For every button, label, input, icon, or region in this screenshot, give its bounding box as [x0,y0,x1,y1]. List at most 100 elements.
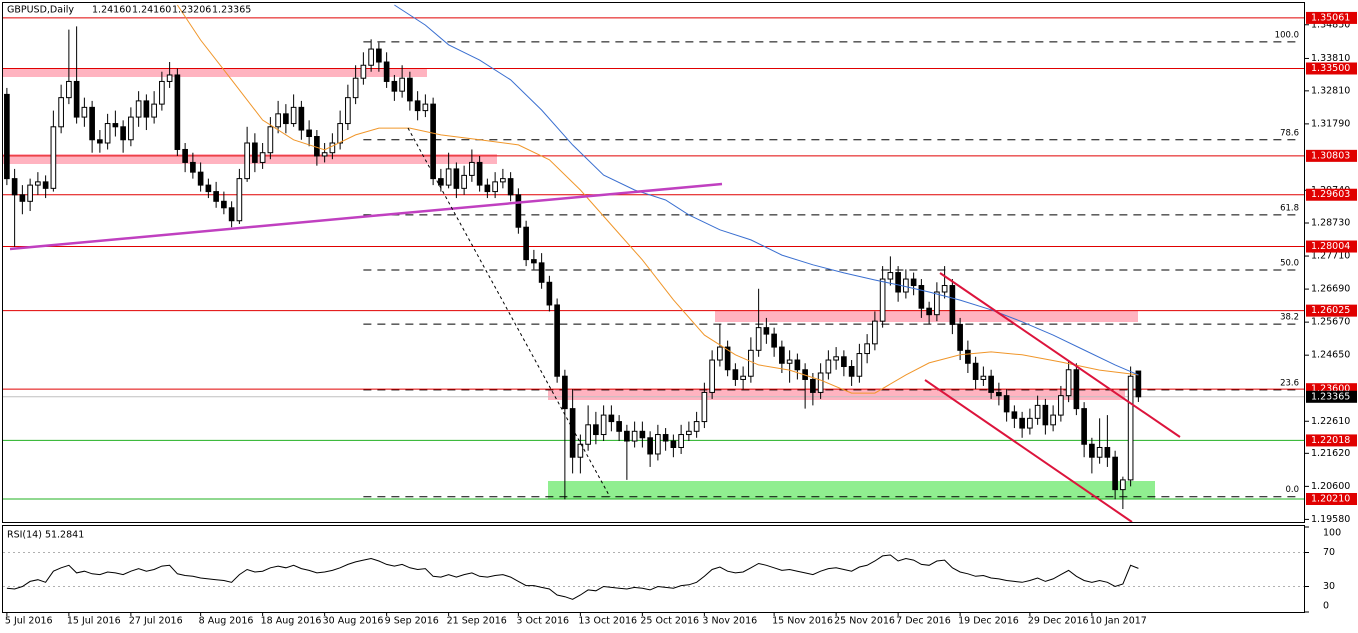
y-tick-label: 1.19580 [1311,514,1350,525]
x-tick-label: 21 Sep 2016 [447,616,507,627]
candle-body [740,375,746,380]
candle-body [554,304,560,377]
candle-body [27,184,33,202]
candle-body [383,61,390,82]
level-box [1306,240,1357,253]
trend-line [9,182,723,251]
candle-body [35,181,41,186]
candle-body [159,80,165,105]
y-tick-label: 1.21620 [1311,448,1350,459]
candle-body [794,359,801,371]
x-tick-label: 13 Oct 2016 [578,616,637,627]
candle-body [314,136,320,157]
candle-body [492,181,498,193]
ohlc-open: 1.24160 [92,5,131,16]
candle-body [910,278,917,287]
candle-body [833,356,839,361]
candle-body [608,414,615,423]
candle-body [1065,369,1072,397]
candle-body [174,74,181,150]
candle-body [244,142,250,180]
candle-body [655,434,661,455]
candle-body [143,100,150,118]
candle-body [453,168,460,189]
candle-body [329,142,336,154]
fib-label: 100.0 [1275,30,1299,40]
candle-body [42,181,49,189]
moving-average [394,4,1139,376]
candle-body [345,97,351,125]
candle-body [1104,446,1111,458]
x-tick-label: 10 Jan 2017 [1090,616,1147,627]
candle-body [670,440,677,448]
candle-body [523,226,529,261]
candle-body [1112,456,1118,491]
candle-body [918,285,925,309]
candle-body [97,139,103,144]
x-tick-label: 3 Oct 2016 [516,616,569,627]
rsi-frame [2,525,1305,613]
candle-body [600,414,607,436]
candle-body [934,291,940,316]
candle-body [73,80,80,118]
candle-body [639,430,646,439]
x-tick-label: 18 Aug 2016 [261,616,322,627]
x-tick-label: 19 Dec 2016 [958,616,1019,627]
candle-body [89,106,95,141]
resistance-zone [3,154,497,164]
y-tick-label: 1.34850 [1311,19,1350,30]
plot-frame [2,2,1305,523]
candle-body [112,123,119,128]
x-tick-label: 25 Nov 2016 [834,616,895,627]
resistance-zone [715,311,1138,322]
candle-body [81,106,88,118]
candle-body [903,278,909,293]
y-tick-label: 1.32810 [1311,85,1350,96]
candle-body [267,126,274,154]
candle-body [732,369,739,380]
level-label: 1.30803 [1311,150,1350,161]
candle-body [709,359,715,393]
rsi-tick-label: 100 [1323,528,1341,539]
candle-body [810,378,816,393]
symbol: GBPUSD,Daily [7,5,74,16]
x-tick-label: 15 Jul 2016 [67,616,121,627]
x-tick-label: 7 Dec 2016 [896,616,951,627]
channel-line [924,379,1133,523]
candle-body [678,434,684,448]
level-label: 1.35061 [1311,12,1350,23]
candle-body [841,356,847,368]
candle-body [1003,395,1010,413]
candle-body [786,359,793,364]
candle-body [616,421,622,432]
x-tick-label: 27 Jul 2016 [129,616,183,627]
rsi-tick-label: 0 [1323,601,1329,612]
candle-body [1081,408,1087,445]
candle-body [469,161,475,176]
candle-body [569,408,576,458]
candle-body [391,80,398,92]
current-price-box [1306,390,1357,403]
candle-body [856,353,863,377]
candle-body [1019,417,1025,429]
resistance-zone [548,389,1125,400]
candle-body [1058,395,1064,416]
candle-body [50,126,57,189]
candle-body [562,375,568,410]
x-tick-label: 5 Jul 2016 [5,616,53,627]
x-tick-label: 30 Aug 2016 [323,616,384,627]
fib-label: 38.2 [1280,313,1299,323]
candle-body [926,307,932,316]
fib-label: 61.8 [1280,203,1299,213]
candle-body [151,103,157,118]
level-box [1306,62,1357,75]
candle-body [585,424,591,445]
y-tick-label: 1.26690 [1311,284,1350,295]
candle-body [693,421,700,432]
rsi-tick-label: 70 [1323,547,1335,558]
candle-body [546,281,553,306]
candle-body [647,437,653,455]
candle-body [368,48,374,66]
candle-body [360,64,367,79]
